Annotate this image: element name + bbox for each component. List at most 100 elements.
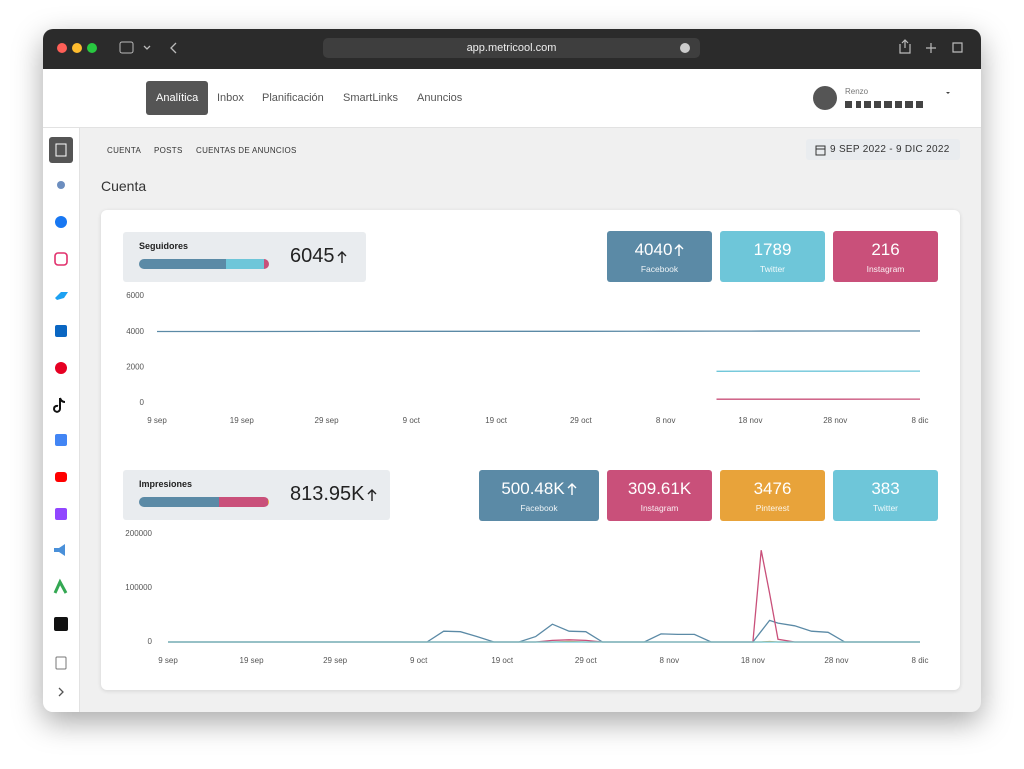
stat-bar xyxy=(139,497,269,507)
series-card[interactable]: 216 Instagram xyxy=(833,231,938,282)
stat-bar-segment xyxy=(218,497,269,507)
social-icons xyxy=(845,101,923,108)
tab[interactable]: CUENTA xyxy=(107,146,142,155)
section-title: Cuenta xyxy=(101,178,147,194)
series-total: 500.48K xyxy=(479,479,599,499)
series-total: 383 xyxy=(833,479,938,499)
x-tick-label: 9 oct xyxy=(410,656,428,665)
avatar[interactable] xyxy=(813,86,837,110)
minimize-button[interactable] xyxy=(72,43,82,53)
series-card[interactable]: 383 Twitter xyxy=(833,470,938,521)
sidebar-toggle[interactable] xyxy=(119,41,134,54)
stat-title: Seguidores xyxy=(139,241,189,251)
x-tick-label: 19 oct xyxy=(491,656,514,665)
x-tick-label: 19 oct xyxy=(485,416,508,425)
x-tick-label: 28 nov xyxy=(824,656,848,665)
stat-total-value: 6045 xyxy=(290,245,335,267)
stat-bar-segment xyxy=(268,497,269,507)
x-tick-label: 18 nov xyxy=(738,416,762,425)
nav-item[interactable]: Anuncios xyxy=(417,92,463,104)
tab[interactable]: POSTS xyxy=(154,146,183,155)
date-range-button[interactable] xyxy=(806,139,960,160)
stat-total: 6045 xyxy=(290,245,347,268)
stat-title: Impresiones xyxy=(139,479,193,489)
series-total-value: 500.48K xyxy=(501,479,565,498)
stat-bar-segment xyxy=(264,259,269,269)
toolbar-icons[interactable] xyxy=(899,39,963,54)
date-range: 9 SEP 2022 - 9 DIC 2022 xyxy=(830,144,950,155)
nav-item[interactable]: SmartLinks xyxy=(343,92,399,104)
trend-up-icon xyxy=(567,483,577,495)
user-dropdown[interactable] xyxy=(946,92,950,94)
user-name: Renzo xyxy=(845,87,869,96)
x-tick-label: 9 sep xyxy=(158,656,178,665)
series-total-value: 216 xyxy=(871,240,900,259)
stat-bar-segment xyxy=(139,259,226,269)
trend-up-icon xyxy=(367,488,377,501)
tab[interactable]: CUENTAS DE ANUNCIOS xyxy=(196,146,297,155)
series-name: Instagram xyxy=(640,503,679,513)
page-menu[interactable] xyxy=(680,43,690,53)
y-tick-label: 0 xyxy=(140,398,145,407)
trend-up-icon xyxy=(337,250,346,263)
url-bar[interactable]: app.metricool.com xyxy=(323,38,700,58)
series-total: 216 xyxy=(833,240,938,260)
series-total: 4040 xyxy=(607,240,712,260)
series-name: Twitter xyxy=(872,503,899,513)
calendar-icon xyxy=(815,145,826,156)
x-tick-label: 9 sep xyxy=(147,416,167,425)
series-card[interactable]: 4040 Facebook xyxy=(607,231,712,282)
nav-item[interactable]: Inbox xyxy=(217,92,244,104)
x-tick-label: 29 sep xyxy=(315,416,340,425)
x-tick-label: 29 oct xyxy=(575,656,598,665)
series-line xyxy=(157,330,920,333)
series-total-value: 309.61K xyxy=(627,479,692,498)
y-tick-label: 6000 xyxy=(126,291,144,300)
series-line xyxy=(168,550,920,643)
x-tick-label: 28 nov xyxy=(823,416,847,425)
series-name: Facebook xyxy=(520,503,558,513)
series-total: 309.61K xyxy=(607,479,712,499)
series-total-value: 383 xyxy=(871,479,900,498)
x-tick-label: 8 nov xyxy=(660,656,680,665)
series-name: Twitter xyxy=(759,264,786,274)
series-line xyxy=(168,619,920,643)
trend-up-icon xyxy=(674,244,684,256)
stat-bar-segment xyxy=(225,259,265,269)
y-tick-label: 4000 xyxy=(126,327,144,336)
content-card xyxy=(101,210,960,690)
series-total: 1789 xyxy=(720,240,825,260)
x-tick-label: 29 oct xyxy=(570,416,593,425)
stat-box: Seguidores 6045 xyxy=(123,232,366,282)
stat-box: Impresiones 813.95K xyxy=(123,470,390,520)
x-tick-label: 8 nov xyxy=(656,416,676,425)
x-tick-label: 19 sep xyxy=(240,656,265,665)
x-tick-label: 18 nov xyxy=(741,656,765,665)
nav-item[interactable]: Analítica xyxy=(146,81,209,115)
series-name: Instagram xyxy=(866,264,905,274)
y-tick-label: 100000 xyxy=(125,583,152,592)
stat-bar xyxy=(139,259,269,269)
close-button[interactable] xyxy=(57,43,67,53)
series-card[interactable]: 1789 Twitter xyxy=(720,231,825,282)
series-name: Pinterest xyxy=(755,503,790,513)
x-tick-label: 29 sep xyxy=(323,656,348,665)
y-tick-label: 2000 xyxy=(126,362,144,371)
x-tick-label: 9 oct xyxy=(403,416,421,425)
y-tick-label: 0 xyxy=(148,637,153,646)
x-tick-label: 8 dic xyxy=(912,656,929,665)
series-card[interactable]: 500.48K Facebook xyxy=(479,470,599,521)
stat-total-value: 813.95K xyxy=(290,483,365,505)
series-name: Facebook xyxy=(640,264,679,274)
back-button[interactable] xyxy=(143,42,177,54)
nav-item[interactable]: Planificación xyxy=(262,92,324,104)
series-card[interactable]: 3476 Pinterest xyxy=(720,470,825,521)
x-tick-label: 19 sep xyxy=(230,416,255,425)
zoom-button[interactable] xyxy=(87,43,97,53)
y-tick-label: 200000 xyxy=(125,529,152,538)
series-card[interactable]: 309.61K Instagram xyxy=(607,470,712,521)
series-total-value: 4040 xyxy=(634,240,673,259)
sidebar-icons[interactable] xyxy=(49,137,73,697)
